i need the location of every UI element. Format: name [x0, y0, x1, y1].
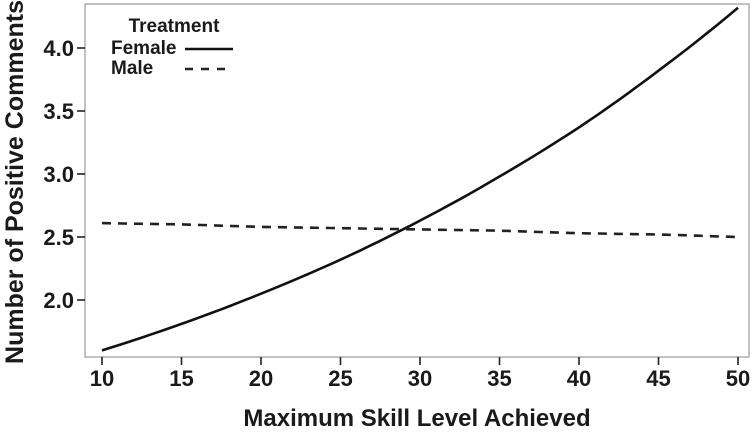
y-tick-label: 2.0 [43, 288, 74, 313]
y-axis-label: Number of Positive Comments [1, 0, 29, 364]
y-tick-label: 3.0 [43, 162, 74, 187]
series-line-male [101, 221, 739, 239]
legend-label-male: Male [111, 58, 154, 79]
y-tick-label: 4.0 [43, 36, 74, 61]
plot-frame [84, 3, 750, 358]
solid-line-sample-icon [185, 45, 233, 53]
x-tick-label: 10 [90, 366, 114, 391]
x-tick-label: 45 [646, 366, 670, 391]
x-tick-label: 20 [249, 366, 273, 391]
x-axis-label: Maximum Skill Level Achieved [243, 405, 591, 432]
legend-label-female: Female [111, 38, 177, 59]
y-tick-label: 2.5 [43, 225, 74, 250]
legend: Treatment Female Male [111, 17, 237, 79]
dashed-line-sample-icon [185, 65, 233, 73]
x-tick-label: 30 [408, 366, 432, 391]
y-tick-label: 3.5 [43, 99, 74, 124]
series-line-female [101, 6, 739, 352]
x-tick-label: 25 [328, 366, 352, 391]
x-tick-label: 15 [169, 366, 193, 391]
legend-entry-male: Male [111, 59, 237, 79]
x-tick-label: 40 [567, 366, 591, 391]
x-tick-label: 35 [487, 366, 511, 391]
legend-entry-female: Female [111, 39, 237, 59]
legend-title: Treatment [128, 16, 220, 37]
x-tick-label: 50 [726, 366, 750, 391]
